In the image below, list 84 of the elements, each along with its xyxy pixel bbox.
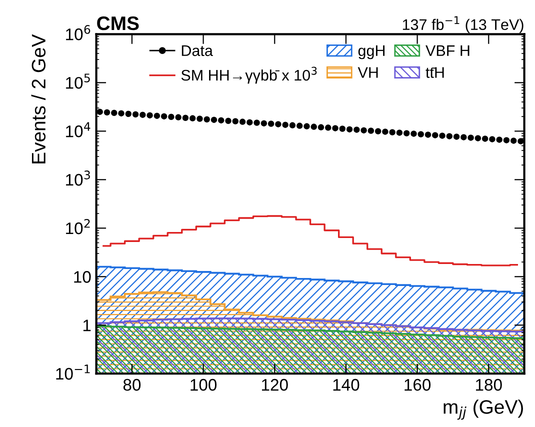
- point: [325, 124, 332, 131]
- legend-label: SM HH→γγbb̄ x 10$^{3}$: [181, 66, 317, 84]
- point: [246, 119, 253, 126]
- y-tick-label: 10$^{−1}$: [56, 364, 90, 380]
- point: [196, 116, 203, 122]
- y-axis-title: Events / 2 GeV: [31, 34, 46, 164]
- point: [218, 117, 224, 124]
- y-tick-label: 1: [83, 320, 91, 332]
- point: [140, 112, 146, 118]
- point: [146, 112, 153, 118]
- point: [154, 112, 160, 119]
- point: [403, 130, 410, 136]
- y-tick-label: 10$^{4}$: [66, 122, 90, 138]
- point: [210, 116, 218, 123]
- point: [182, 114, 189, 121]
- x-tick-label: 180: [476, 378, 502, 391]
- point: [518, 138, 524, 144]
- y-tick-label: 10$^{3}$: [66, 170, 90, 186]
- point: [460, 134, 467, 140]
- point: [360, 127, 367, 134]
- point: [239, 118, 246, 125]
- point: [332, 125, 338, 132]
- point: [96, 108, 103, 115]
- y-tick-label: 10$^{6}$: [66, 25, 90, 40]
- x-tick-label: 140: [333, 378, 360, 391]
- point: [474, 135, 482, 142]
- point: [424, 132, 432, 138]
- y-tick-label: 10$^{2}$: [66, 219, 90, 234]
- point: [189, 115, 196, 122]
- point: [468, 134, 474, 141]
- chart-subtitle: 137 fb$^{−1}$ (13 TeV): [402, 16, 524, 34]
- point: [382, 128, 388, 135]
- x-tick-label: 160: [404, 378, 431, 391]
- x-tick-label: 100: [190, 378, 217, 391]
- point: [410, 130, 417, 137]
- point: [339, 126, 346, 132]
- legend-label: VBF H: [426, 45, 470, 56]
- point: [254, 120, 260, 126]
- legend-label: Data: [182, 45, 213, 56]
- point: [418, 131, 424, 138]
- point: [489, 136, 496, 142]
- point: [346, 126, 353, 132]
- legend-label: ggH: [358, 45, 385, 60]
- point: [132, 111, 139, 118]
- x-axis-title: m$_{jj}$ (GeV): [444, 400, 523, 420]
- point: [354, 126, 360, 133]
- point: [275, 121, 282, 128]
- point: [439, 132, 446, 139]
- point: [225, 118, 232, 124]
- point: [104, 109, 110, 116]
- point: [368, 128, 374, 134]
- point: [482, 136, 488, 142]
- point: [446, 133, 453, 140]
- point: [175, 114, 182, 120]
- y-tick-label: 10: [74, 271, 91, 283]
- point: [289, 122, 296, 128]
- point: [304, 123, 310, 130]
- point: [496, 136, 502, 143]
- x-tick-label: 80: [123, 378, 141, 391]
- point: [204, 116, 210, 122]
- point: [389, 129, 396, 136]
- point: [168, 114, 174, 120]
- legend-label: tt̄H: [426, 67, 444, 78]
- x-tick-label: 120: [262, 378, 288, 391]
- point: [510, 138, 517, 144]
- point: [374, 128, 382, 134]
- point: [260, 120, 268, 126]
- y-tick-label: 10$^{5}$: [66, 74, 90, 89]
- point: [503, 137, 510, 144]
- legend-label: VH: [358, 67, 378, 78]
- point: [296, 122, 303, 129]
- point: [111, 110, 118, 116]
- point: [453, 134, 460, 140]
- point: [396, 130, 403, 136]
- chart-title: CMS: [97, 16, 139, 30]
- point: [432, 132, 438, 138]
- point: [118, 110, 124, 116]
- point: [282, 122, 288, 128]
- point: [232, 118, 239, 124]
- point: [310, 124, 317, 130]
- point: [268, 120, 274, 127]
- point: [318, 124, 324, 130]
- point: [160, 113, 168, 120]
- point: [125, 110, 132, 118]
